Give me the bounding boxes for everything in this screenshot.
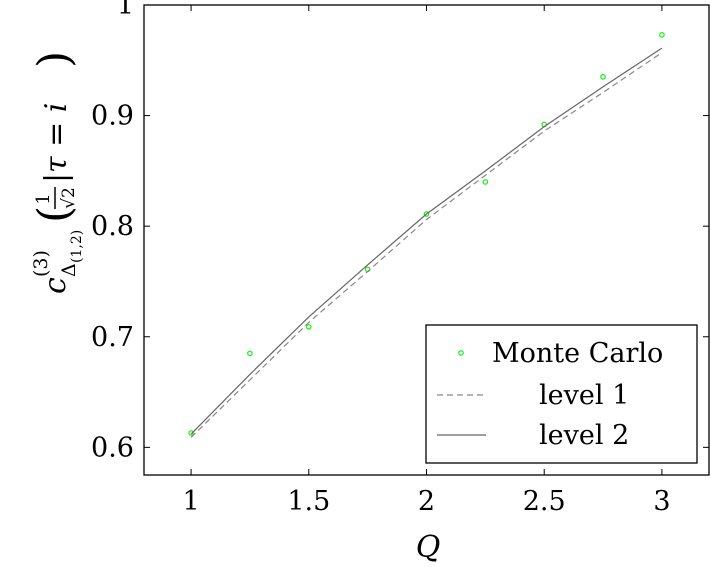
y-tick-label: 0.8 <box>91 211 134 242</box>
y-tick-label: 1 <box>117 0 134 21</box>
y-tick-label: 0.6 <box>91 432 134 463</box>
y-label-base: c <box>38 277 73 294</box>
y-label-bar: | <box>39 173 74 183</box>
series-line-level-1 <box>190 52 663 438</box>
y-label-frac-num: 1 <box>33 193 54 204</box>
y-tick-label: 0.9 <box>91 101 134 132</box>
series-line-level-2 <box>190 47 663 435</box>
y-label-paren-close: ) <box>29 51 80 68</box>
legend: Monte Carlo level 1 level 2 <box>425 324 698 464</box>
y-label-superscript: (3) <box>30 250 52 277</box>
data-point-monte-carlo <box>423 211 430 217</box>
data-point-monte-carlo <box>600 74 606 80</box>
data-point-monte-carlo <box>305 323 312 330</box>
ticks-layer: 1 1.5 2 2.5 3 0.6 0.7 0.8 0.9 1 <box>91 0 709 517</box>
legend-label-level-2: level 2 <box>539 420 629 451</box>
x-tick-label: 3 <box>653 486 670 517</box>
x-tick-label: 2 <box>418 486 435 517</box>
x-tick-label: 1.5 <box>287 486 330 517</box>
legend-label-monte-carlo: Monte Carlo <box>492 338 663 369</box>
y-label-sub-subscript: (1,2) <box>69 230 85 263</box>
x-tick-label: 2.5 <box>523 486 566 517</box>
legend-box <box>425 324 698 464</box>
y-axis-label: c (3) Δ (1,2) ( 1 √2 | τ = i ) <box>29 51 85 294</box>
y-label-frac-den: √2 <box>59 187 79 209</box>
data-point-monte-carlo <box>188 430 194 436</box>
data-point-monte-carlo <box>482 179 489 185</box>
y-tick-label: 0.7 <box>91 322 134 353</box>
legend-marker-monte-carlo <box>458 350 464 356</box>
y-label-subscript: Δ <box>58 263 80 277</box>
data-point-monte-carlo <box>659 32 665 38</box>
x-axis-label: Q <box>416 530 441 565</box>
y-label-tau: τ = i <box>39 103 74 173</box>
data-point-monte-carlo <box>247 350 253 357</box>
legend-label-level-1: level 1 <box>539 380 629 411</box>
series-layer <box>188 32 665 438</box>
y-label-paren-open: ( <box>29 206 80 223</box>
x-tick-label: 1 <box>182 486 199 517</box>
plot-frame <box>143 4 710 476</box>
